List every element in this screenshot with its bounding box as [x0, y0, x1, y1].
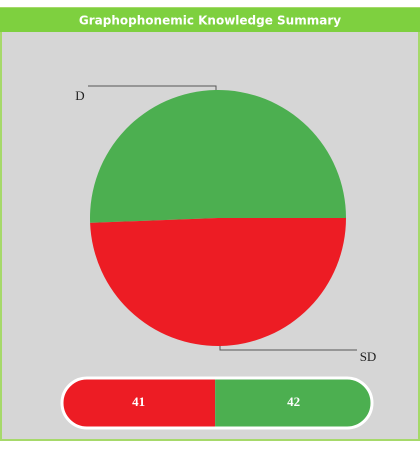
chart-title: Graphophonemic Knowledge Summary — [79, 14, 341, 28]
summary-segment — [62, 378, 216, 428]
leader-line — [219, 346, 357, 351]
summary-value: 42 — [287, 394, 300, 409]
slice-label: D — [75, 88, 84, 103]
panel-header — [0, 8, 420, 32]
pie — [89, 90, 347, 347]
summary-value: 41 — [132, 394, 145, 409]
pie-slice — [90, 218, 347, 347]
summary-bar — [62, 378, 372, 428]
leader-line — [88, 85, 217, 90]
summary-bar-border — [60, 376, 374, 430]
slice-label: SD — [360, 349, 377, 364]
summary-segment — [215, 378, 372, 428]
pie-slice — [89, 90, 347, 223]
